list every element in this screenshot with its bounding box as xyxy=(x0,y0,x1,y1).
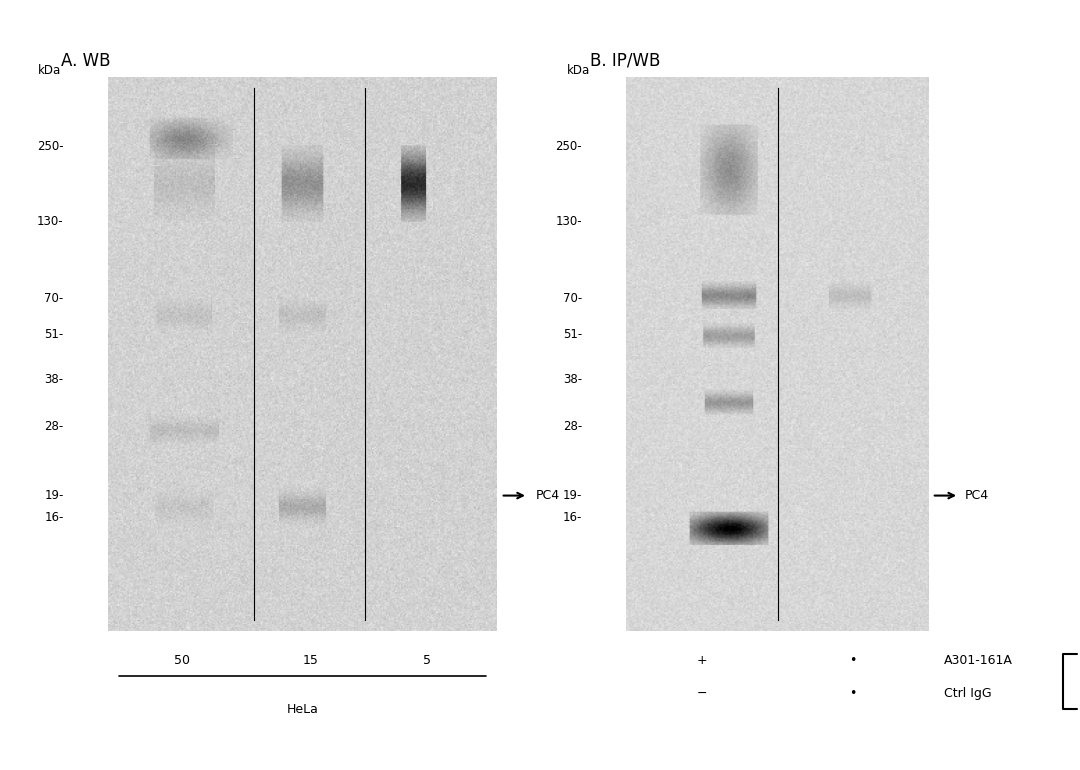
Text: 16-: 16- xyxy=(563,511,582,524)
Text: 28-: 28- xyxy=(563,420,582,433)
Text: Ctrl IgG: Ctrl IgG xyxy=(944,687,991,700)
Text: 28-: 28- xyxy=(44,420,64,433)
Text: 250-: 250- xyxy=(555,140,582,152)
Text: 38-: 38- xyxy=(44,373,64,386)
Text: kDa: kDa xyxy=(567,64,590,77)
Text: 130-: 130- xyxy=(555,215,582,228)
Text: 51-: 51- xyxy=(44,328,64,341)
Text: 19-: 19- xyxy=(44,489,64,502)
Text: •: • xyxy=(850,654,856,667)
Text: kDa: kDa xyxy=(38,64,62,77)
Text: B. IP/WB: B. IP/WB xyxy=(590,52,661,70)
Text: A301-161A: A301-161A xyxy=(944,654,1013,667)
Text: +: + xyxy=(697,654,707,667)
Text: −: − xyxy=(697,687,707,700)
Text: 16-: 16- xyxy=(44,511,64,524)
Text: 5: 5 xyxy=(422,654,431,667)
Text: 70-: 70- xyxy=(44,293,64,305)
Text: •: • xyxy=(850,687,856,700)
Text: 70-: 70- xyxy=(563,293,582,305)
Text: 250-: 250- xyxy=(37,140,64,152)
Text: PC4: PC4 xyxy=(966,489,989,502)
Text: 130-: 130- xyxy=(37,215,64,228)
Text: PC4: PC4 xyxy=(536,489,559,502)
Text: A. WB: A. WB xyxy=(62,52,111,70)
Text: 38-: 38- xyxy=(563,373,582,386)
Text: 15: 15 xyxy=(302,654,319,667)
Text: HeLa: HeLa xyxy=(286,704,319,716)
Text: 19-: 19- xyxy=(563,489,582,502)
Text: 51-: 51- xyxy=(563,328,582,341)
Text: 50: 50 xyxy=(174,654,190,667)
